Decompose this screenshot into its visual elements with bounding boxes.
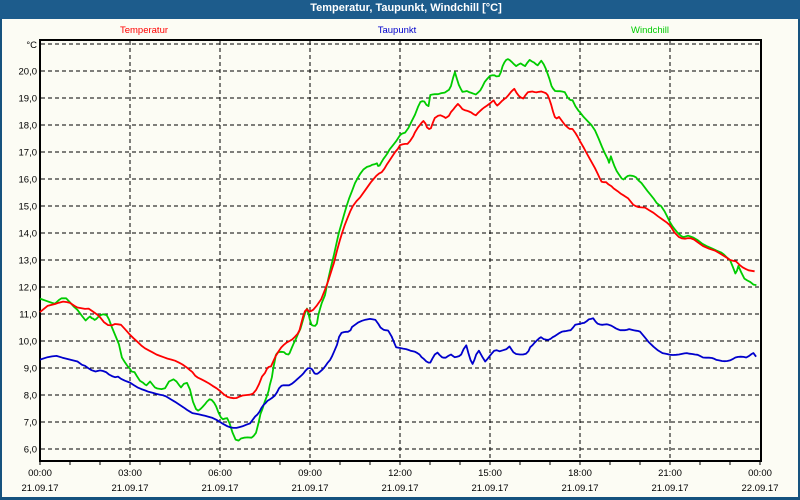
svg-text:8,0: 8,0 — [24, 391, 37, 402]
svg-text:09:00: 09:00 — [298, 468, 322, 479]
svg-text:10,0: 10,0 — [19, 337, 38, 348]
svg-text:21.09.17: 21.09.17 — [202, 483, 239, 494]
svg-text:11,0: 11,0 — [19, 310, 37, 321]
svg-text:22.09.17: 22.09.17 — [742, 483, 779, 494]
svg-text:03:00: 03:00 — [118, 468, 142, 479]
svg-text:21.09.17: 21.09.17 — [112, 483, 149, 494]
svg-text:9,0: 9,0 — [24, 364, 37, 375]
svg-text:21:00: 21:00 — [658, 468, 682, 479]
svg-text:6,0: 6,0 — [24, 445, 37, 456]
svg-text:15:00: 15:00 — [478, 468, 502, 479]
svg-text:7,0: 7,0 — [24, 418, 37, 429]
svg-text:13,0: 13,0 — [19, 256, 38, 267]
svg-text:20,0: 20,0 — [19, 67, 38, 78]
svg-text:00:00: 00:00 — [748, 468, 772, 479]
svg-text:16,0: 16,0 — [19, 175, 38, 186]
svg-text:06:00: 06:00 — [208, 468, 232, 479]
svg-text:21.09.17: 21.09.17 — [562, 483, 599, 494]
svg-text:21.09.17: 21.09.17 — [472, 483, 509, 494]
svg-text:18:00: 18:00 — [568, 468, 592, 479]
svg-text:21.09.17: 21.09.17 — [652, 483, 689, 494]
svg-text:14,0: 14,0 — [19, 229, 38, 240]
svg-text:18,0: 18,0 — [19, 121, 38, 132]
svg-text:15,0: 15,0 — [19, 202, 38, 213]
svg-text:21.09.17: 21.09.17 — [22, 483, 59, 494]
svg-text:00:00: 00:00 — [28, 468, 52, 479]
svg-text:21.09.17: 21.09.17 — [292, 483, 329, 494]
svg-text:12:00: 12:00 — [388, 468, 412, 479]
svg-text:°C: °C — [26, 40, 37, 51]
svg-text:17,0: 17,0 — [19, 148, 38, 159]
svg-text:19,0: 19,0 — [19, 94, 38, 105]
svg-text:12,0: 12,0 — [19, 283, 38, 294]
svg-text:21.09.17: 21.09.17 — [382, 483, 419, 494]
